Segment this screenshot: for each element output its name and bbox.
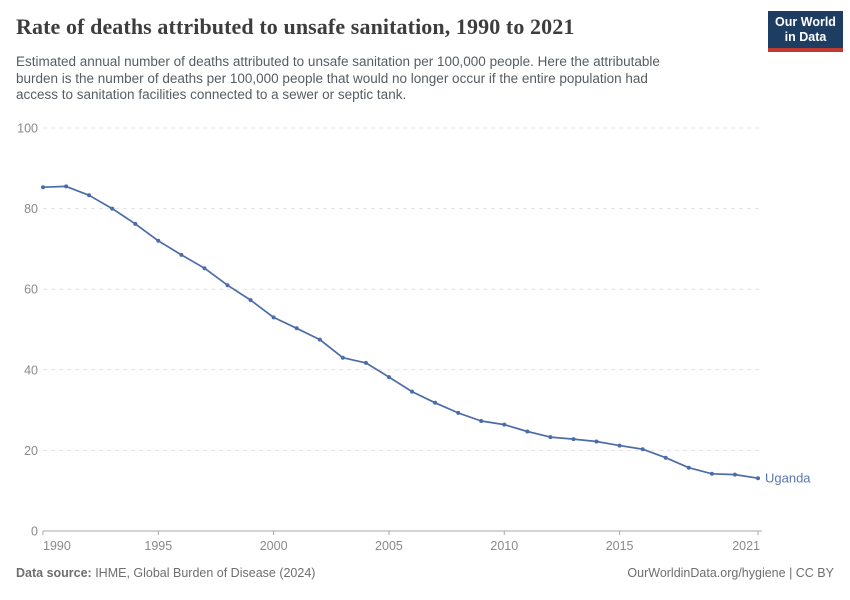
data-point[interactable] — [686, 465, 691, 470]
data-point[interactable] — [271, 315, 276, 320]
data-point[interactable] — [525, 429, 530, 434]
y-tick-label: 100 — [17, 122, 38, 136]
data-point[interactable] — [110, 206, 115, 211]
data-point[interactable] — [248, 298, 253, 303]
x-tick-label: 1990 — [43, 539, 71, 553]
x-tick-label: 1995 — [144, 539, 172, 553]
data-point[interactable] — [225, 283, 230, 288]
x-tick-label: 2021 — [732, 539, 760, 553]
data-point[interactable] — [202, 266, 207, 271]
series-line-uganda[interactable] — [42, 185, 759, 480]
data-source-label: Data source: — [16, 566, 92, 580]
x-tick-label: 2005 — [375, 539, 403, 553]
data-point[interactable] — [433, 400, 438, 405]
data-point[interactable] — [663, 455, 668, 460]
chart-footer: Data source: IHME, Global Burden of Dise… — [16, 566, 834, 580]
owid-logo[interactable]: Our World in Data — [768, 11, 843, 52]
owid-logo-line2: in Data — [784, 29, 827, 44]
page-title: Rate of deaths attributed to unsafe sani… — [16, 14, 575, 39]
x-tick-label: 2015 — [606, 539, 634, 553]
y-tick-label: 40 — [24, 363, 38, 377]
data-point[interactable] — [502, 422, 507, 427]
data-point[interactable] — [340, 355, 345, 360]
data-point[interactable] — [179, 252, 184, 257]
chart-subtitle-line: Estimated annual number of deaths attrib… — [16, 54, 660, 69]
data-point[interactable] — [456, 410, 461, 415]
data-point[interactable] — [133, 221, 138, 226]
data-point[interactable] — [156, 238, 161, 243]
data-source-text: IHME, Global Burden of Disease (2024) — [91, 566, 316, 580]
data-point[interactable] — [594, 439, 599, 444]
y-tick-label: 20 — [24, 444, 38, 458]
data-point[interactable] — [571, 437, 576, 442]
data-point[interactable] — [756, 476, 760, 481]
y-tick-label: 80 — [24, 202, 38, 216]
data-point[interactable] — [617, 443, 622, 448]
x-tick-label: 2000 — [260, 539, 288, 553]
chart-subtitle-line: access to sanitation facilities connecte… — [16, 87, 407, 102]
y-tick-label: 60 — [24, 283, 38, 297]
data-point[interactable] — [387, 375, 391, 380]
data-point[interactable] — [709, 471, 714, 476]
data-point[interactable] — [363, 360, 368, 365]
chart-subtitle-line: burden is the number of deaths per 100,0… — [16, 70, 648, 86]
data-source: Data source: IHME, Global Burden of Dise… — [16, 566, 315, 580]
series-end-label[interactable]: Uganda — [765, 471, 811, 486]
data-point[interactable] — [317, 337, 322, 342]
y-tick-label: 0 — [31, 525, 38, 539]
owid-logo-line1: Our World — [775, 14, 836, 29]
data-point[interactable] — [294, 326, 299, 331]
data-point[interactable] — [548, 435, 553, 440]
data-point[interactable] — [64, 184, 69, 189]
chart-subtitle: Estimated annual number of deaths attrib… — [16, 54, 761, 104]
data-point[interactable] — [87, 193, 92, 198]
data-point[interactable] — [41, 185, 45, 190]
data-point[interactable] — [732, 472, 737, 477]
data-point[interactable] — [640, 447, 645, 452]
owid-license-link[interactable]: OurWorldinData.org/hygiene | CC BY — [627, 566, 834, 580]
x-tick-label: 2010 — [490, 539, 518, 553]
data-point[interactable] — [410, 389, 414, 394]
data-point[interactable] — [479, 419, 484, 423]
